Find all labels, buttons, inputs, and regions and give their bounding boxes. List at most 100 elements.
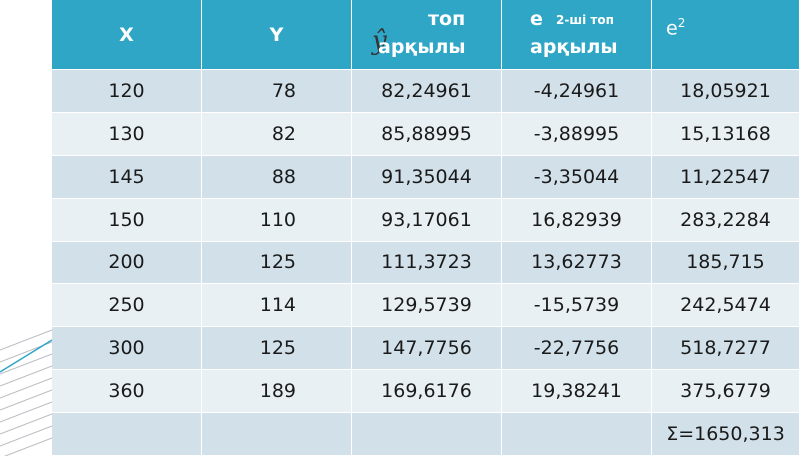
table-cell: 150 [52,198,202,242]
cell-text: -4,24961 [533,79,620,102]
table-cell: 110 [202,198,352,242]
header-cell: e2 [652,0,800,70]
table-cell: -22,7756 [502,327,652,371]
cell-text: 518,7277 [680,337,771,360]
table-cell: 147,7756 [352,327,502,371]
cell-text: 19,38241 [531,380,622,403]
cell-text: 125 [259,337,296,360]
table-cell: 189 [202,370,352,413]
header-cell: Y [202,0,352,70]
cell-text: 120 [108,79,145,102]
cell-text: 13,62773 [531,251,622,274]
header-superscript: 2 [677,16,686,30]
table-cell: 130 [52,112,202,156]
cell-text: Σ=1650,313 [666,422,785,445]
cell-text: 242,5474 [680,294,771,317]
cell-text: 114 [259,294,296,317]
cell-text: 375,6779 [680,380,771,403]
cell-text: 18,05921 [680,79,771,102]
table-cell: 360 [52,370,202,413]
table-cell: 185,715 [652,241,800,285]
header-text: X [119,23,134,46]
table-cell: 114 [202,284,352,328]
table-cell: 93,17061 [352,198,502,242]
table-cell: 82,24961 [352,70,502,113]
header-text: арқылы [530,36,618,58]
table-cell [202,413,352,456]
cell-text: 85,88995 [381,122,472,145]
header-text: топ [428,8,466,30]
cell-text: 145 [108,165,145,188]
cell-text: 147,7756 [381,337,472,360]
table-cell: -4,24961 [502,70,652,113]
table-cell: 13,62773 [502,241,652,285]
header-text: e [530,8,543,30]
cell-text: 185,715 [686,251,765,274]
header-cell: X [52,0,202,70]
table-cell: 85,88995 [352,112,502,156]
table-cell: 111,3723 [352,241,502,285]
table-cell: 19,38241 [502,370,652,413]
header-text: Y [269,23,284,46]
cell-text: 130 [108,122,145,145]
cell-text: 82,24961 [381,79,472,102]
table-cell: 120 [52,70,202,113]
table-cell: 91,35044 [352,155,502,199]
header-text: арқылы [378,36,466,58]
cell-text: 16,82939 [531,208,622,231]
table-cell: 16,82939 [502,198,652,242]
table-cell [52,413,202,456]
table-cell: 125 [202,327,352,371]
header-cell: e 2-ші топ арқылы [502,0,652,70]
table-cell: 15,13168 [652,112,800,156]
cell-text: 11,22547 [680,165,771,188]
cell-text: -15,5739 [533,294,620,317]
table-cell: Σ=1650,313 [652,413,800,456]
table-cell: -3,35044 [502,155,652,199]
cell-text: 129,5739 [381,294,472,317]
table-cell: 283,2284 [652,198,800,242]
table-cell: 145 [52,155,202,199]
header-text: e [666,17,678,40]
table-cell: 242,5474 [652,284,800,328]
table-cell: 300 [52,327,202,371]
cell-text: 169,6176 [381,380,472,403]
table-cell: 88 [202,155,352,199]
table-cell: 169,6176 [352,370,502,413]
header-cell: ŷ топ арқылы [352,0,502,70]
cell-text: 111,3723 [381,251,472,274]
cell-text: 125 [259,251,296,274]
cell-text: 88 [271,165,296,188]
table-cell: -3,88995 [502,112,652,156]
cell-text: 93,17061 [381,208,472,231]
decoration [0,329,52,456]
cell-text: 82 [271,122,296,145]
cell-text: -3,35044 [533,165,620,188]
table-cell [352,413,502,456]
table-cell: 200 [52,241,202,285]
table: X Y ŷ топ арқылы e 2-ші топ арқылы e2 12… [52,0,800,456]
cell-text: 300 [108,337,145,360]
table-cell: 82 [202,112,352,156]
cell-text: 91,35044 [381,165,472,188]
cell-text: 15,13168 [680,122,771,145]
table-cell: 125 [202,241,352,285]
cell-text: 283,2284 [680,208,771,231]
cell-text: 200 [108,251,145,274]
table-cell: 250 [52,284,202,328]
cell-text: 250 [108,294,145,317]
header-symbol: ŷ [372,26,387,56]
cell-text: 78 [271,79,296,102]
table-cell: -15,5739 [502,284,652,328]
table-cell: 18,05921 [652,70,800,113]
table-cell: 129,5739 [352,284,502,328]
header-text: 2-ші топ [556,13,614,27]
cell-text: 360 [108,380,145,403]
table-cell [502,413,652,456]
table-cell: 11,22547 [652,155,800,199]
table-cell: 518,7277 [652,327,800,371]
table-cell: 375,6779 [652,370,800,413]
table-cell: 78 [202,70,352,113]
cell-text: 150 [108,208,145,231]
